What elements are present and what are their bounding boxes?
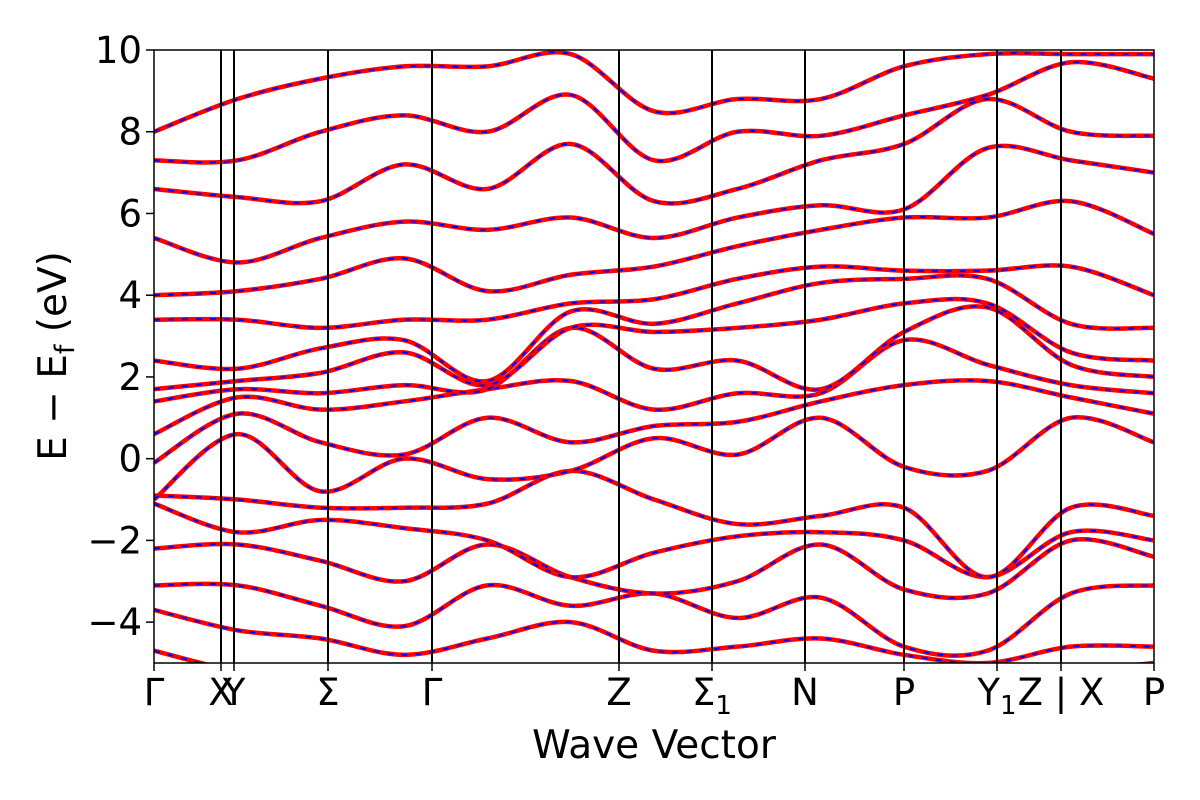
band-line-solid [154, 296, 1154, 392]
x-tick-label: Y [222, 671, 246, 714]
band-line-solid [154, 414, 1154, 502]
y-tick-label: 0 [118, 438, 142, 481]
x-tick-label: X [208, 671, 233, 714]
band-line-solid [154, 607, 1154, 663]
band-line-solid [154, 96, 1154, 206]
x-tick-label: Γ [422, 671, 443, 714]
band-line-dashed [154, 51, 1154, 133]
y-tick-label: 6 [118, 192, 142, 235]
y-tick-label: 10 [95, 29, 142, 72]
band-line-dashed [154, 379, 1154, 464]
y-axis-title-group: E − Ef (eV) [31, 251, 81, 461]
y-tick-label: −4 [87, 601, 142, 644]
band-line-dashed [154, 338, 1154, 436]
x-tick-label: P [893, 671, 915, 714]
band-line-dashed [154, 502, 1154, 579]
x-axis-title: Wave Vector [532, 723, 777, 768]
band-line-solid [154, 648, 1154, 663]
band-line-dashed [154, 264, 1154, 329]
y-tick-label: −2 [87, 519, 142, 562]
band-line-dashed [154, 538, 1154, 599]
y-tick-label: 4 [118, 274, 142, 317]
band-line-dashed [154, 60, 1154, 164]
x-tick-label: Σ1 [692, 671, 732, 721]
band-line-dashed [154, 416, 1154, 501]
band-line-dashed [154, 144, 1154, 264]
x-tick-label: Σ [316, 671, 339, 714]
x-tick-label: Z | X [1018, 671, 1105, 714]
x-tick-label: Y1 [976, 671, 1016, 721]
band-line-dashed [154, 305, 1154, 403]
band-line-solid [154, 198, 1154, 298]
y-axis-title-main: E − E [31, 354, 76, 461]
x-tick-label: Γ [144, 671, 165, 714]
y-axis: −4 −2 0 2 4 6 8 10 [87, 29, 154, 644]
x-tick-label: P [1143, 671, 1165, 714]
band-line-solid [154, 263, 1154, 331]
plot-frame [153, 49, 1155, 664]
high-symmetry-lines [220, 50, 1062, 663]
band-line-dashed [154, 98, 1154, 205]
x-tick-label: N [791, 671, 819, 714]
band-line-solid [154, 501, 1154, 580]
band-line-dashed [154, 608, 1154, 663]
y-tick-label: 2 [118, 356, 142, 399]
x-tick-label: Z [606, 671, 631, 714]
band-lines [154, 50, 1154, 663]
y-axis-title-unit: (eV) [31, 251, 76, 345]
y-axis-title-sub: f [50, 343, 81, 354]
y-axis-title: E − Ef (eV) [31, 251, 81, 461]
band-line-dashed [154, 274, 1154, 383]
band-line-dashed [154, 649, 1154, 663]
band-line-solid [154, 50, 1154, 134]
y-tick-label: 8 [118, 111, 142, 154]
band-line-dashed [154, 469, 1154, 579]
